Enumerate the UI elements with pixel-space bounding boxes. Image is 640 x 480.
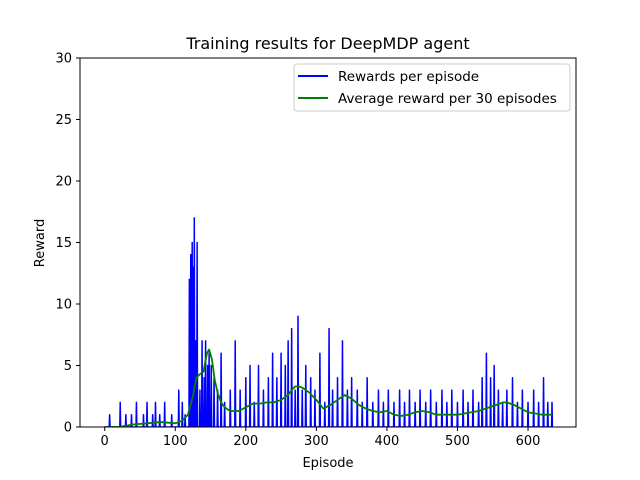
y-axis-ticks: 0 5 10 15 20 25 30 [55,52,80,436]
y-tick-label: 20 [55,175,72,190]
average-reward-series [104,348,553,427]
y-tick-label: 25 [55,113,72,128]
x-axis-label: Episode [302,456,353,471]
x-tick-label: 100 [163,434,188,449]
y-tick-label: 0 [64,421,72,436]
chart-title: Training results for DeepMDP agent [185,34,469,53]
x-tick-label: 300 [304,434,329,449]
x-tick-label: 200 [233,434,258,449]
y-tick-label: 30 [55,52,72,67]
y-tick-label: 15 [55,236,72,251]
y-tick-label: 5 [64,359,72,374]
x-tick-label: 600 [516,434,541,449]
legend-label-rewards: Rewards per episode [338,69,479,85]
y-tick-label: 10 [55,298,72,313]
legend-box [293,63,571,112]
x-tick-label: 0 [101,434,109,449]
x-axis-ticks: 0 100 200 300 400 500 600 [101,427,541,449]
average-reward-line [104,348,553,427]
legend: Rewards per episode Average reward per 3… [293,63,571,112]
x-tick-label: 500 [445,434,470,449]
y-axis-label: Reward [33,219,48,267]
legend-label-average: Average reward per 30 episodes [338,91,557,107]
x-tick-label: 400 [374,434,399,449]
